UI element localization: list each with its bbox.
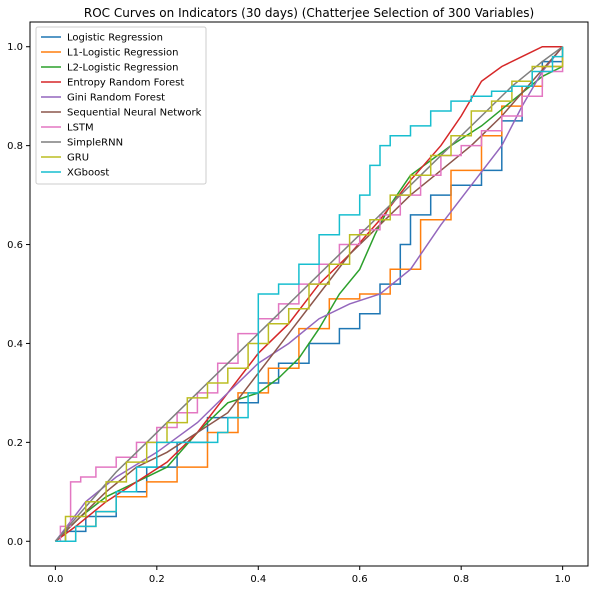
x-tick-label: 0.0 — [47, 574, 63, 585]
legend-label: SimpleRNN — [67, 138, 123, 149]
y-tick-label: 1.0 — [7, 42, 23, 53]
legend-label: GRU — [67, 153, 89, 164]
x-tick-label: 1.0 — [555, 574, 571, 585]
series-line-5 — [54, 46, 564, 542]
series-line-3 — [54, 45, 563, 542]
legend-label: L1-Logistic Regression — [67, 48, 178, 59]
x-axis: 0.0 0.2 0.4 0.6 0.8 1.0 — [47, 566, 571, 585]
x-tick-label: 0.8 — [453, 574, 469, 585]
legend: Logistic Regression L1-Logistic Regressio… — [35, 26, 207, 185]
legend-label: Entropy Random Forest — [67, 78, 184, 89]
y-tick-label: 0.2 — [7, 438, 23, 449]
legend-label: XGboost — [67, 168, 109, 179]
legend-label: Logistic Regression — [67, 33, 163, 44]
plot-frame — [29, 21, 589, 567]
y-tick-label: 0.8 — [7, 141, 23, 152]
legend-label: LSTM — [67, 123, 94, 134]
series-line-9 — [55, 46, 564, 543]
x-tick-label: 0.6 — [352, 574, 368, 585]
series-line-8 — [55, 46, 564, 543]
legend-label: Gini Random Forest — [67, 93, 165, 104]
y-axis: 0.0 0.2 0.4 0.6 0.8 1.0 — [7, 42, 30, 548]
series-line-6 — [55, 46, 564, 543]
legend-label: L2-Logistic Regression — [67, 63, 178, 74]
chart-title: ROC Curves on Indicators (30 days) (Chat… — [84, 6, 534, 20]
plot-area — [54, 45, 564, 543]
x-tick-label: 0.4 — [250, 574, 266, 585]
x-tick-label: 0.2 — [149, 574, 165, 585]
y-tick-label: 0.4 — [7, 339, 23, 350]
y-tick-label: 0.0 — [7, 537, 23, 548]
legend-box — [35, 26, 207, 185]
series-line-4 — [54, 46, 564, 542]
y-tick-label: 0.6 — [7, 240, 23, 251]
legend-label: Sequential Neural Network — [67, 108, 202, 119]
